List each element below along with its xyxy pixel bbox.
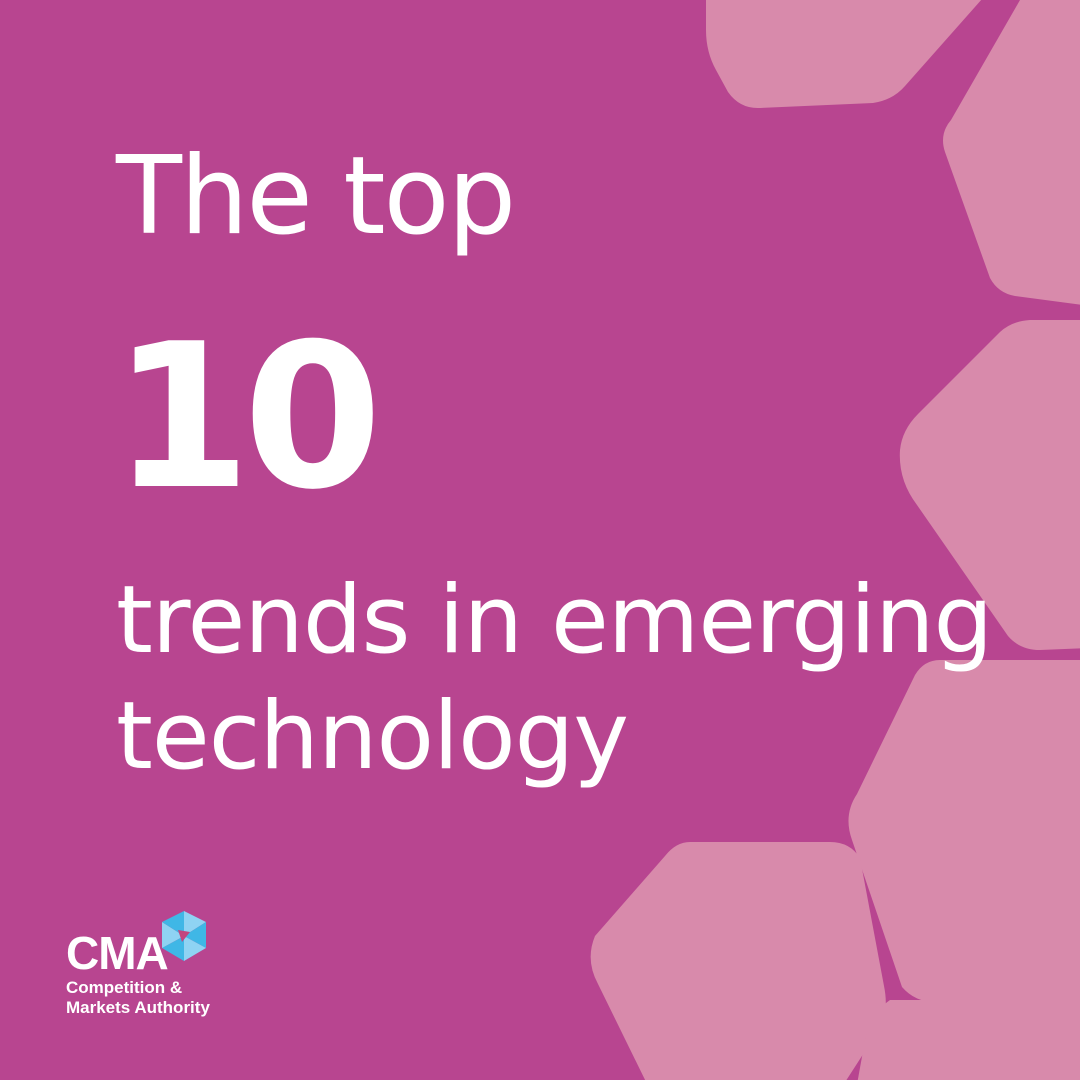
cma-hexagon-mark-icon xyxy=(162,911,206,961)
logo-mark-segment xyxy=(162,911,184,936)
hexagon-shape xyxy=(590,842,886,1080)
logo-mark-segment xyxy=(162,922,184,948)
logo-name-line-1: Competition & xyxy=(66,978,183,997)
headline-number: 10 xyxy=(112,301,382,534)
hexagon-shape xyxy=(848,660,1080,1002)
cma-logo: CMA Competition & Markets Authority xyxy=(66,908,266,1018)
logo-acronym: CMA xyxy=(66,927,169,979)
headline-line-3: technology xyxy=(116,682,629,791)
hexagon-shape xyxy=(899,320,1080,650)
logo-mark-segment xyxy=(162,936,184,961)
logo-mark-segment xyxy=(184,922,206,948)
hexagon-shape xyxy=(857,1000,1080,1080)
hexagon-shape xyxy=(943,0,1080,305)
logo-mark-segment xyxy=(184,911,206,936)
logo-name-line-2: Markets Authority xyxy=(66,998,210,1017)
logo-mark-center xyxy=(178,930,190,942)
logo-mark-segment xyxy=(184,936,206,961)
headline-line-2: trends in emerging xyxy=(116,566,993,675)
headline-line-1: The top xyxy=(116,134,516,259)
hexagon-shape xyxy=(706,0,982,109)
